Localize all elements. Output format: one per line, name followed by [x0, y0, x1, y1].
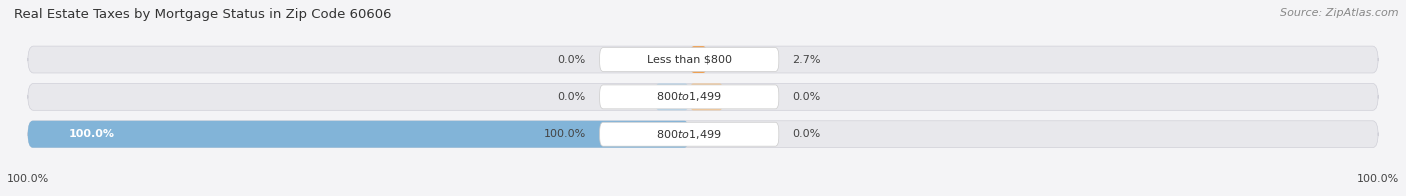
- FancyBboxPatch shape: [28, 46, 1378, 73]
- FancyBboxPatch shape: [689, 83, 724, 110]
- Text: Source: ZipAtlas.com: Source: ZipAtlas.com: [1281, 8, 1399, 18]
- FancyBboxPatch shape: [599, 122, 779, 146]
- FancyBboxPatch shape: [599, 85, 779, 109]
- FancyBboxPatch shape: [28, 83, 1378, 110]
- FancyBboxPatch shape: [28, 121, 689, 148]
- Text: 100.0%: 100.0%: [69, 129, 115, 139]
- Text: 100.0%: 100.0%: [1357, 174, 1399, 184]
- Text: 0.0%: 0.0%: [558, 92, 586, 102]
- Text: 2.7%: 2.7%: [793, 54, 821, 64]
- FancyBboxPatch shape: [599, 48, 779, 72]
- Text: Less than $800: Less than $800: [647, 54, 731, 64]
- Text: $800 to $1,499: $800 to $1,499: [657, 128, 723, 141]
- Text: 0.0%: 0.0%: [793, 129, 821, 139]
- Legend: Without Mortgage, With Mortgage: Without Mortgage, With Mortgage: [588, 193, 818, 196]
- Text: 0.0%: 0.0%: [558, 54, 586, 64]
- Text: 0.0%: 0.0%: [793, 92, 821, 102]
- Text: 100.0%: 100.0%: [7, 174, 49, 184]
- FancyBboxPatch shape: [28, 121, 1378, 148]
- Text: 100.0%: 100.0%: [544, 129, 586, 139]
- Text: $800 to $1,499: $800 to $1,499: [657, 90, 723, 103]
- Text: Real Estate Taxes by Mortgage Status in Zip Code 60606: Real Estate Taxes by Mortgage Status in …: [14, 8, 391, 21]
- FancyBboxPatch shape: [689, 46, 707, 73]
- FancyBboxPatch shape: [655, 83, 689, 110]
